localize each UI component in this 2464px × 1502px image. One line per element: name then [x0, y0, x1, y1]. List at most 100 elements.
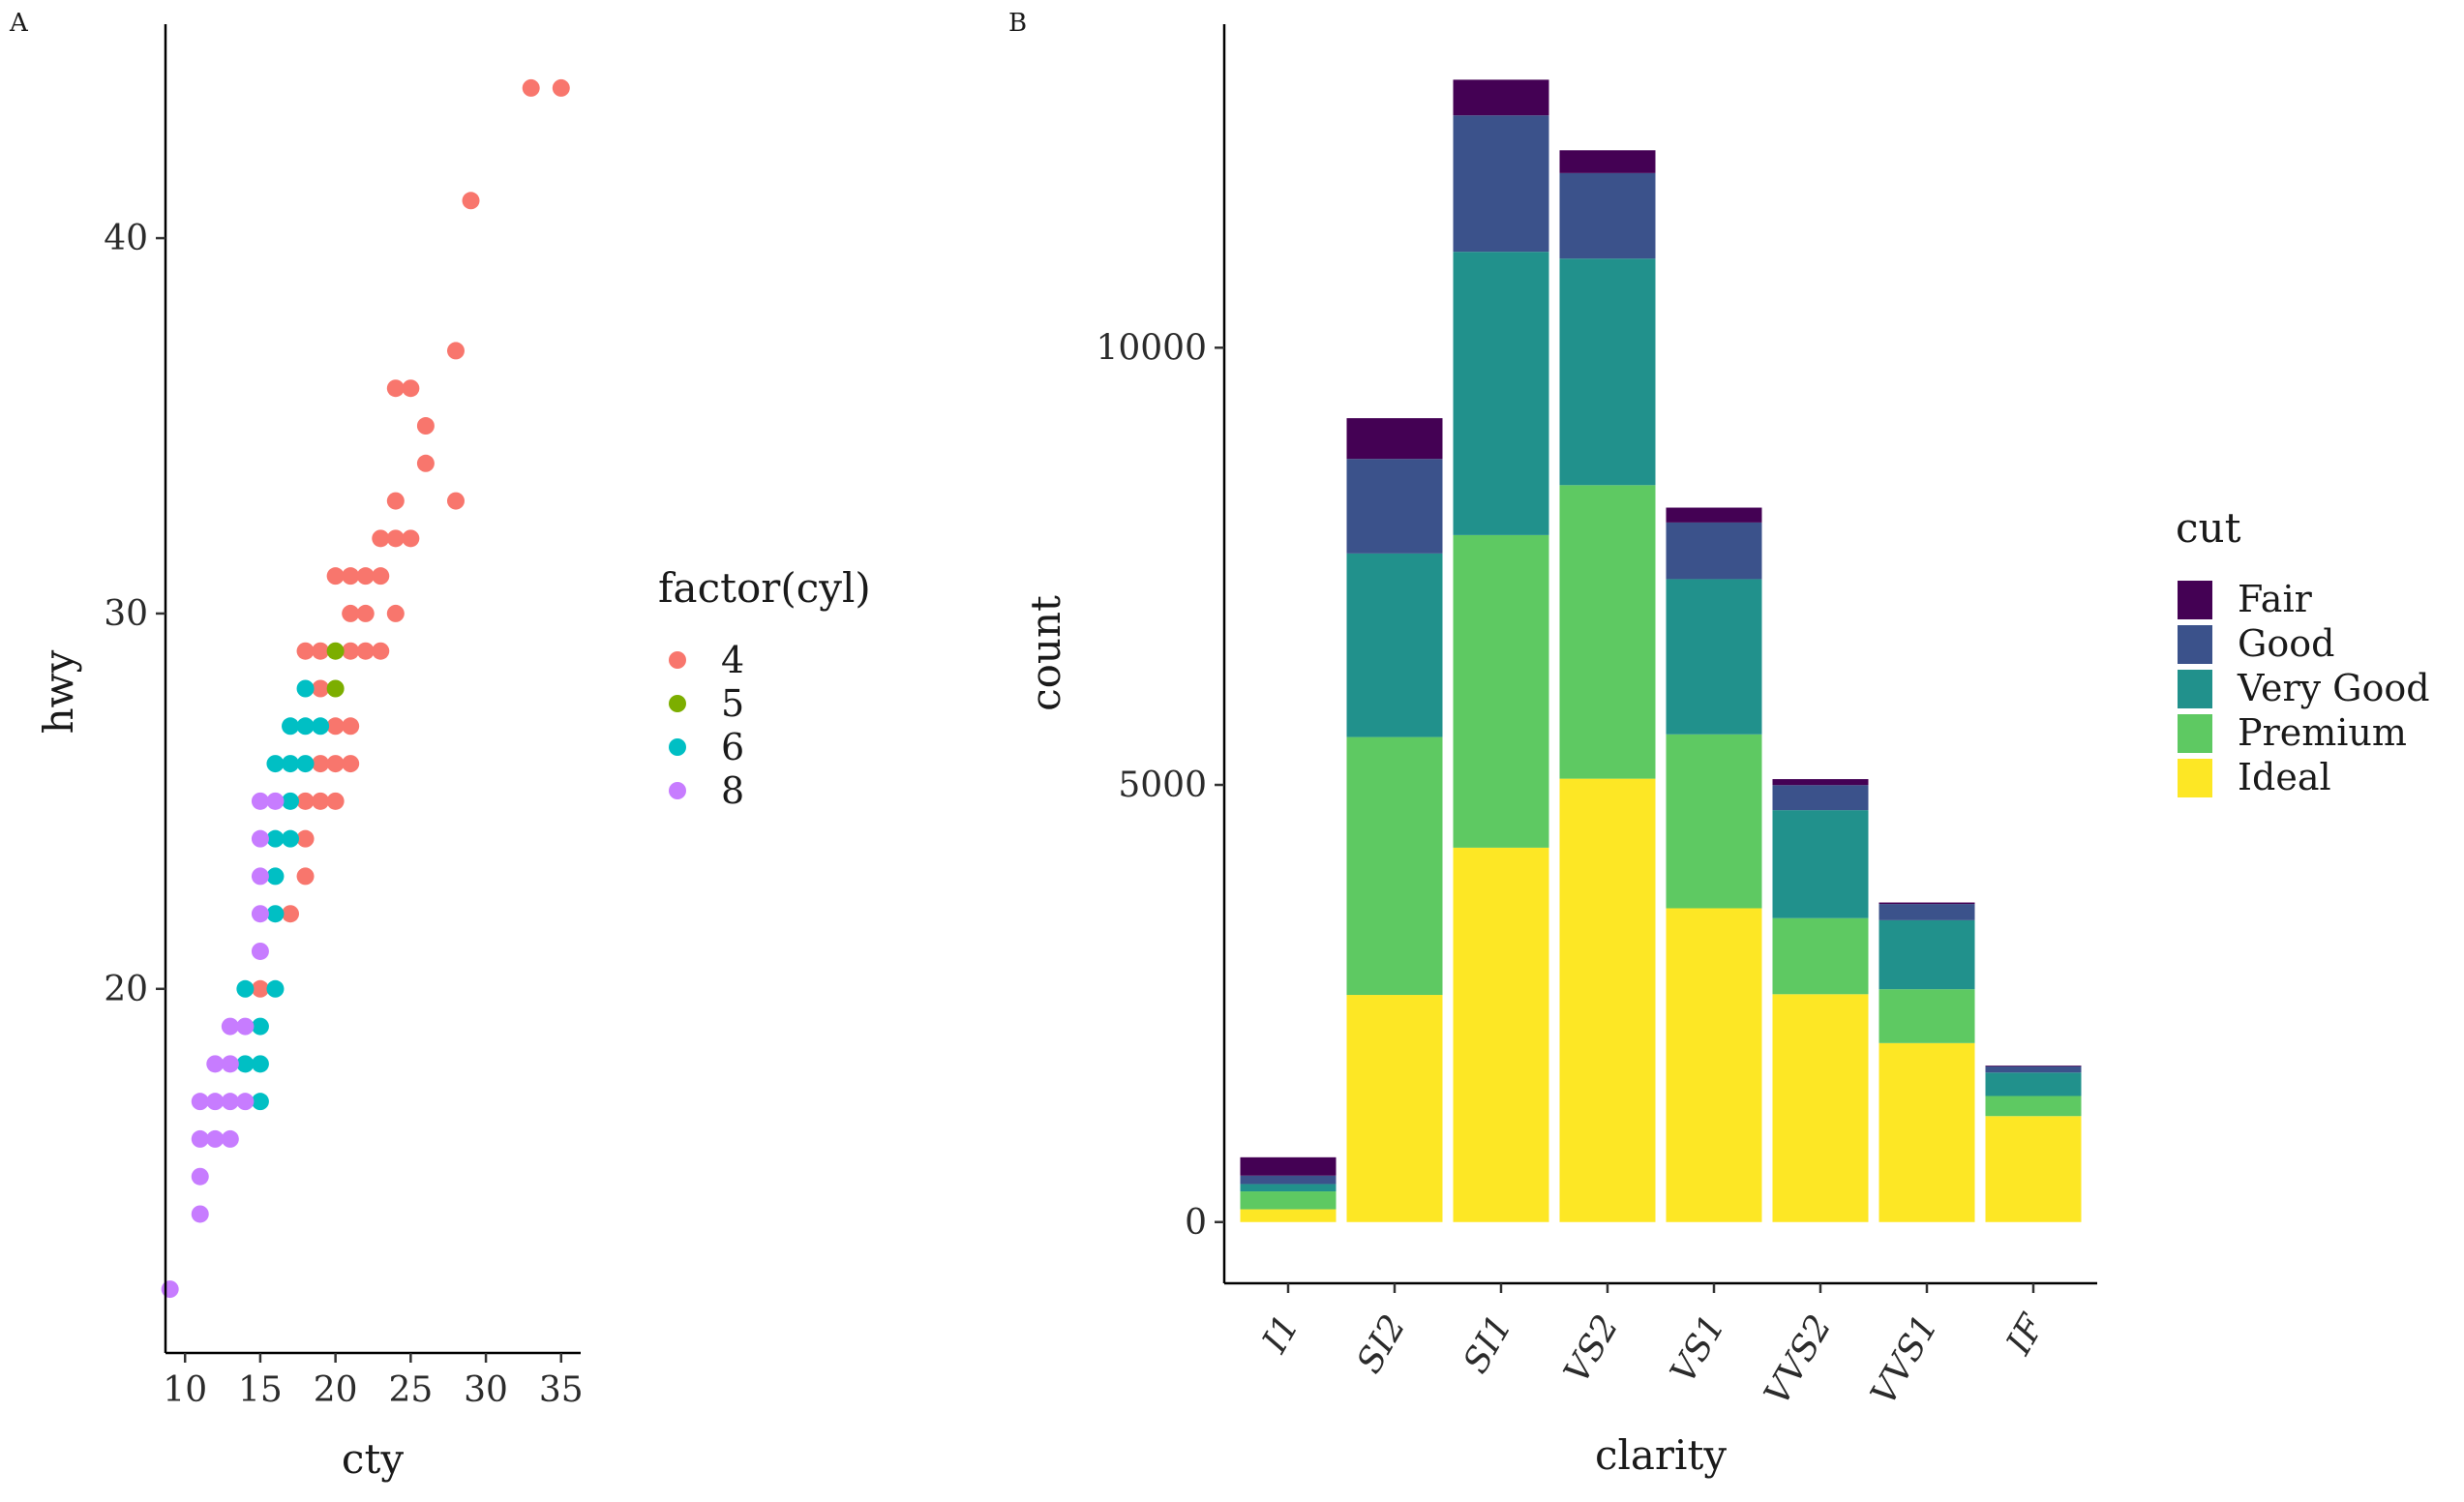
y-tick-label: 0 [1185, 1203, 1207, 1243]
scatter-point-cyl-4 [372, 529, 390, 548]
scatter-point-cyl-4 [386, 604, 405, 622]
x-tick-label: SI1 [1456, 1308, 1519, 1380]
y-axis-title: hwy [35, 649, 82, 734]
scatter-point-cyl-8 [161, 1280, 179, 1299]
scatter-point-cyl-8 [266, 792, 285, 810]
bar-segment-si2-fair [1346, 418, 1443, 460]
bar-segment-vvs1-good [1878, 904, 1975, 920]
bar-segment-si1-good [1453, 115, 1549, 253]
scatter-point-cyl-4 [312, 792, 330, 810]
y-axis-ticks: 20 30 40 [104, 219, 165, 1009]
scatter-point-cyl-6 [266, 905, 285, 923]
x-tick-label: I1 [1254, 1308, 1307, 1361]
scatter-point-cyl-4 [386, 492, 405, 510]
bar-segment-if-premium [1985, 1096, 2082, 1117]
bar-segment-vs2-very-good [1559, 258, 1656, 486]
scatter-point-cyl-8 [206, 1055, 225, 1073]
x-tick-label: 35 [539, 1370, 584, 1410]
scatter-point-cyl-4 [356, 604, 375, 622]
bar-segment-vs2-fair [1559, 150, 1656, 173]
bar-segment-si2-premium [1346, 736, 1443, 996]
scatter-point-cyl-8 [251, 905, 269, 923]
bar-segment-vvs1-ideal [1878, 1042, 1975, 1222]
scatter-point-cyl-6 [266, 755, 285, 773]
legend-title: factor(cyl) [658, 564, 871, 612]
bar-segment-vvs1-very-good [1878, 919, 1975, 990]
legend-key-ideal [2178, 759, 2212, 797]
legend-key-premium [2178, 714, 2212, 753]
scatter-point-cyl-4 [296, 642, 315, 660]
scatter-point-cyl-4 [416, 417, 435, 436]
scatter-point-cyl-8 [251, 792, 269, 810]
scatter-point-cyl-4 [462, 192, 480, 210]
scatter-point-cyl-4 [326, 567, 345, 586]
scatter-point-cyl-6 [251, 1017, 269, 1036]
bar-segment-vvs2-very-good [1772, 810, 1869, 918]
x-tick-label: VS1 [1663, 1308, 1732, 1390]
scatter-point-cyl-4 [296, 867, 315, 886]
legend-key-very-good [2178, 670, 2212, 708]
legend-key-fair [2178, 581, 2212, 619]
scatter-point-cyl-4 [372, 642, 390, 660]
scatter-point-cyl-8 [251, 942, 269, 960]
scatter-point-cyl-6 [282, 829, 300, 848]
x-axis-title: cty [342, 1435, 404, 1483]
scatter-point-cyl-4 [312, 755, 330, 773]
x-axis-ticks: I1 SI2 SI1 VS2 VS1 VVS2 VVS1 IF [1254, 1283, 2054, 1412]
scatter-point-cyl-4 [342, 604, 360, 622]
bar-segment-vvs1-fair [1878, 902, 1975, 905]
bar-segment-i1-premium [1240, 1191, 1337, 1210]
bar-segment-si1-premium [1453, 534, 1549, 848]
bar-segment-si1-ideal [1453, 847, 1549, 1222]
x-tick-label: 15 [238, 1370, 283, 1410]
scatter-point-cyl-4 [342, 642, 360, 660]
legend-label: 4 [721, 639, 744, 681]
scatter-point-cyl-8 [251, 867, 269, 886]
scatter-point-cyl-8 [221, 1017, 239, 1036]
scatter-point-cyl-4 [552, 78, 570, 97]
y-tick-label: 20 [104, 970, 148, 1009]
scatter-point-cyl-4 [386, 379, 405, 398]
legend-key-cyl-5 [669, 695, 686, 712]
scatter-point-cyl-4 [342, 717, 360, 736]
scatter-point-cyl-6 [266, 867, 285, 886]
legend-key-cyl-8 [669, 782, 686, 799]
bar-segment-if-very-good [1985, 1072, 2082, 1096]
bar-segment-if-ideal [1985, 1116, 2082, 1222]
x-tick-label: 20 [314, 1370, 358, 1410]
bar-segment-vvs1-premium [1878, 989, 1975, 1043]
scatter-point-cyl-8 [251, 829, 269, 848]
scatter-point-cyl-4 [356, 567, 375, 586]
scatter-point-cyl-8 [206, 1129, 225, 1148]
bar-segment-si2-good [1346, 459, 1443, 554]
scatter-point-cyl-6 [296, 679, 315, 698]
bar-segment-vs1-premium [1666, 734, 1762, 909]
bar-panel: B I1 SI2 SI1 VS2 VS1 VVS2 VVS1 IF 0 5000 10000 cl… [1008, 9, 2430, 1479]
scatter-point-cyl-4 [296, 792, 315, 810]
y-tick-label: 30 [104, 594, 148, 634]
scatter-point-cyl-8 [221, 1129, 239, 1148]
y-tick-label: 5000 [1118, 766, 1207, 805]
bar-segment-i1-very-good [1240, 1184, 1337, 1192]
scatter-point-cyl-6 [251, 1093, 269, 1111]
scatter-point-cyl-4 [402, 379, 420, 398]
scatter-point-cyl-4 [251, 979, 269, 998]
legend-label: 6 [721, 726, 744, 768]
y-tick-label: 40 [104, 219, 148, 258]
scatter-point-cyl-6 [296, 755, 315, 773]
x-tick-label: VVS1 [1864, 1308, 1946, 1412]
scatter-point-cyl-6 [266, 979, 285, 998]
bar-segment-si1-very-good [1453, 252, 1549, 535]
legend-key-cyl-6 [669, 738, 686, 756]
bar-segment-vvs2-premium [1772, 917, 1869, 995]
scatter-point-cyl-6 [296, 717, 315, 736]
bar-segment-si2-ideal [1346, 995, 1443, 1222]
bar-segment-vs1-fair [1666, 507, 1762, 523]
scatter-point-cyl-6 [266, 829, 285, 848]
legend-label: 5 [721, 682, 744, 725]
bar-segment-vs2-premium [1559, 485, 1656, 779]
legend-key-cyl-4 [669, 651, 686, 669]
y-axis-title: count [1022, 595, 1069, 711]
